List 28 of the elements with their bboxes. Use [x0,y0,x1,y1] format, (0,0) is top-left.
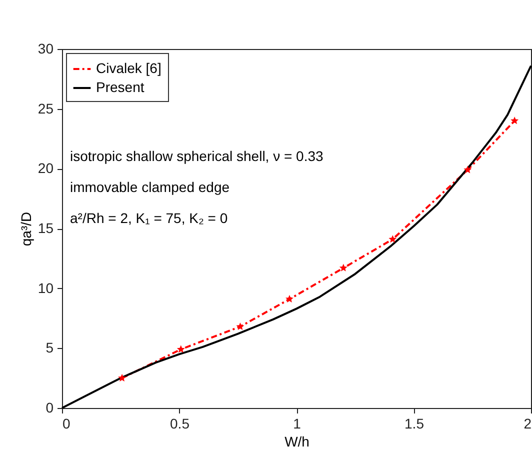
y-tick-label: 5 [46,340,54,356]
legend-label: Present [96,79,144,95]
x-tick-label: 1 [293,416,302,432]
point [388,235,397,243]
legend-label: Civalek [6] [96,60,162,76]
y-tick-label: 25 [38,100,54,116]
y-tick-label: 30 [38,40,54,56]
point [510,116,519,124]
annotation: immovable clamped edge [70,179,230,195]
x-tick-label: 0.5 [170,416,190,432]
point [464,166,472,174]
y-tick-label: 20 [38,160,54,176]
point [285,294,294,302]
annotation: a²/Rh = 2, K₁ = 75, K₂ = 0 [70,210,228,226]
x-tick-label: 0 [62,416,70,432]
y-axis-title: qa³/D [18,212,34,246]
y-tick-label: 10 [38,280,54,296]
y-tick-label: 0 [46,400,54,416]
y-tick-label: 15 [38,220,54,236]
annotation: isotropic shallow spherical shell, ν = 0.33 [70,148,324,164]
x-tick-label: 1.5 [404,416,424,432]
point [176,345,185,353]
x-axis-title: W/h [284,434,310,450]
x-tick-label: 2 [524,416,532,432]
point [236,322,244,330]
point [118,374,126,382]
line-series [61,64,532,409]
point [339,264,348,272]
